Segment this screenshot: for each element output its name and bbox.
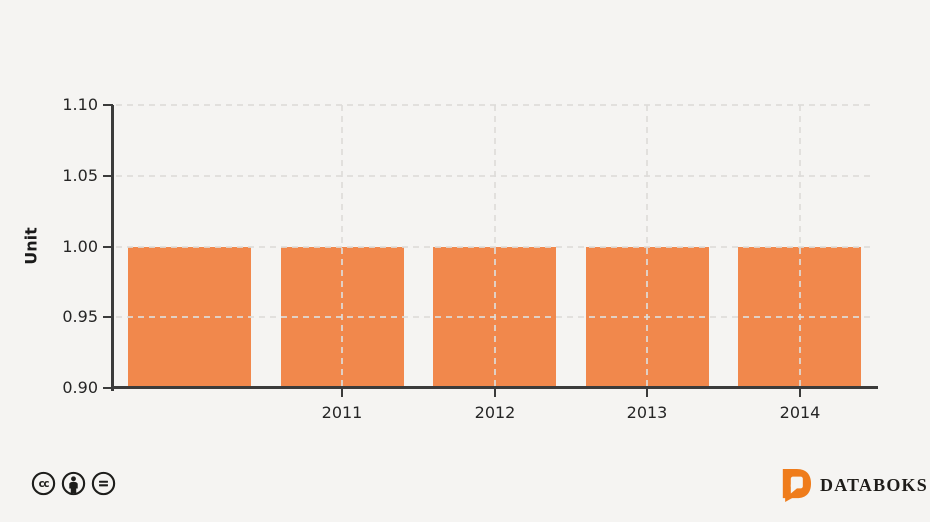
svg-text:cc: cc [39,479,50,490]
x-tick-label: 2012 [474,403,516,422]
grid-line-x [494,105,496,388]
cc-nd-icon[interactable] [91,471,116,496]
y-axis-line [111,105,114,391]
x-tick-mark [494,388,496,397]
y-tick-mark [103,316,113,318]
x-tick-mark [341,388,343,397]
databoks-logo[interactable]: DATABOKS [780,468,928,502]
x-tick-mark [646,388,648,397]
x-tick-mark [799,388,801,397]
y-tick-mark [103,387,113,389]
cc-icon[interactable]: cc [31,471,56,496]
y-tick-mark [103,246,113,248]
y-tick-label: 0.90 [62,378,98,397]
grid-line-x [341,105,343,388]
y-tick-label: 1.00 [62,237,98,256]
grid-line-x [799,105,801,388]
bar-chart-plot: 0.90 0.95 1.00 1.05 1.10 2011 2012 2013 2014 [62,95,874,422]
y-tick-mark [103,175,113,177]
y-tick-label: 1.05 [62,166,98,185]
x-axis-line [111,386,878,389]
x-tick-label: 2014 [779,403,821,422]
y-tick-mark [103,104,113,106]
license-icons[interactable]: cc [31,471,116,496]
y-axis-title: Unit [21,227,41,265]
x-tick-label: 2013 [626,403,668,422]
y-tick-label: 0.95 [62,307,98,326]
cc-by-icon[interactable] [61,471,86,496]
databoks-logo-icon [782,468,811,502]
databoks-logo-text: DATABOKS [820,475,928,495]
x-tick-label: 2011 [321,403,363,422]
y-tick-label: 1.10 [62,95,98,114]
grid-line-x [646,105,648,388]
